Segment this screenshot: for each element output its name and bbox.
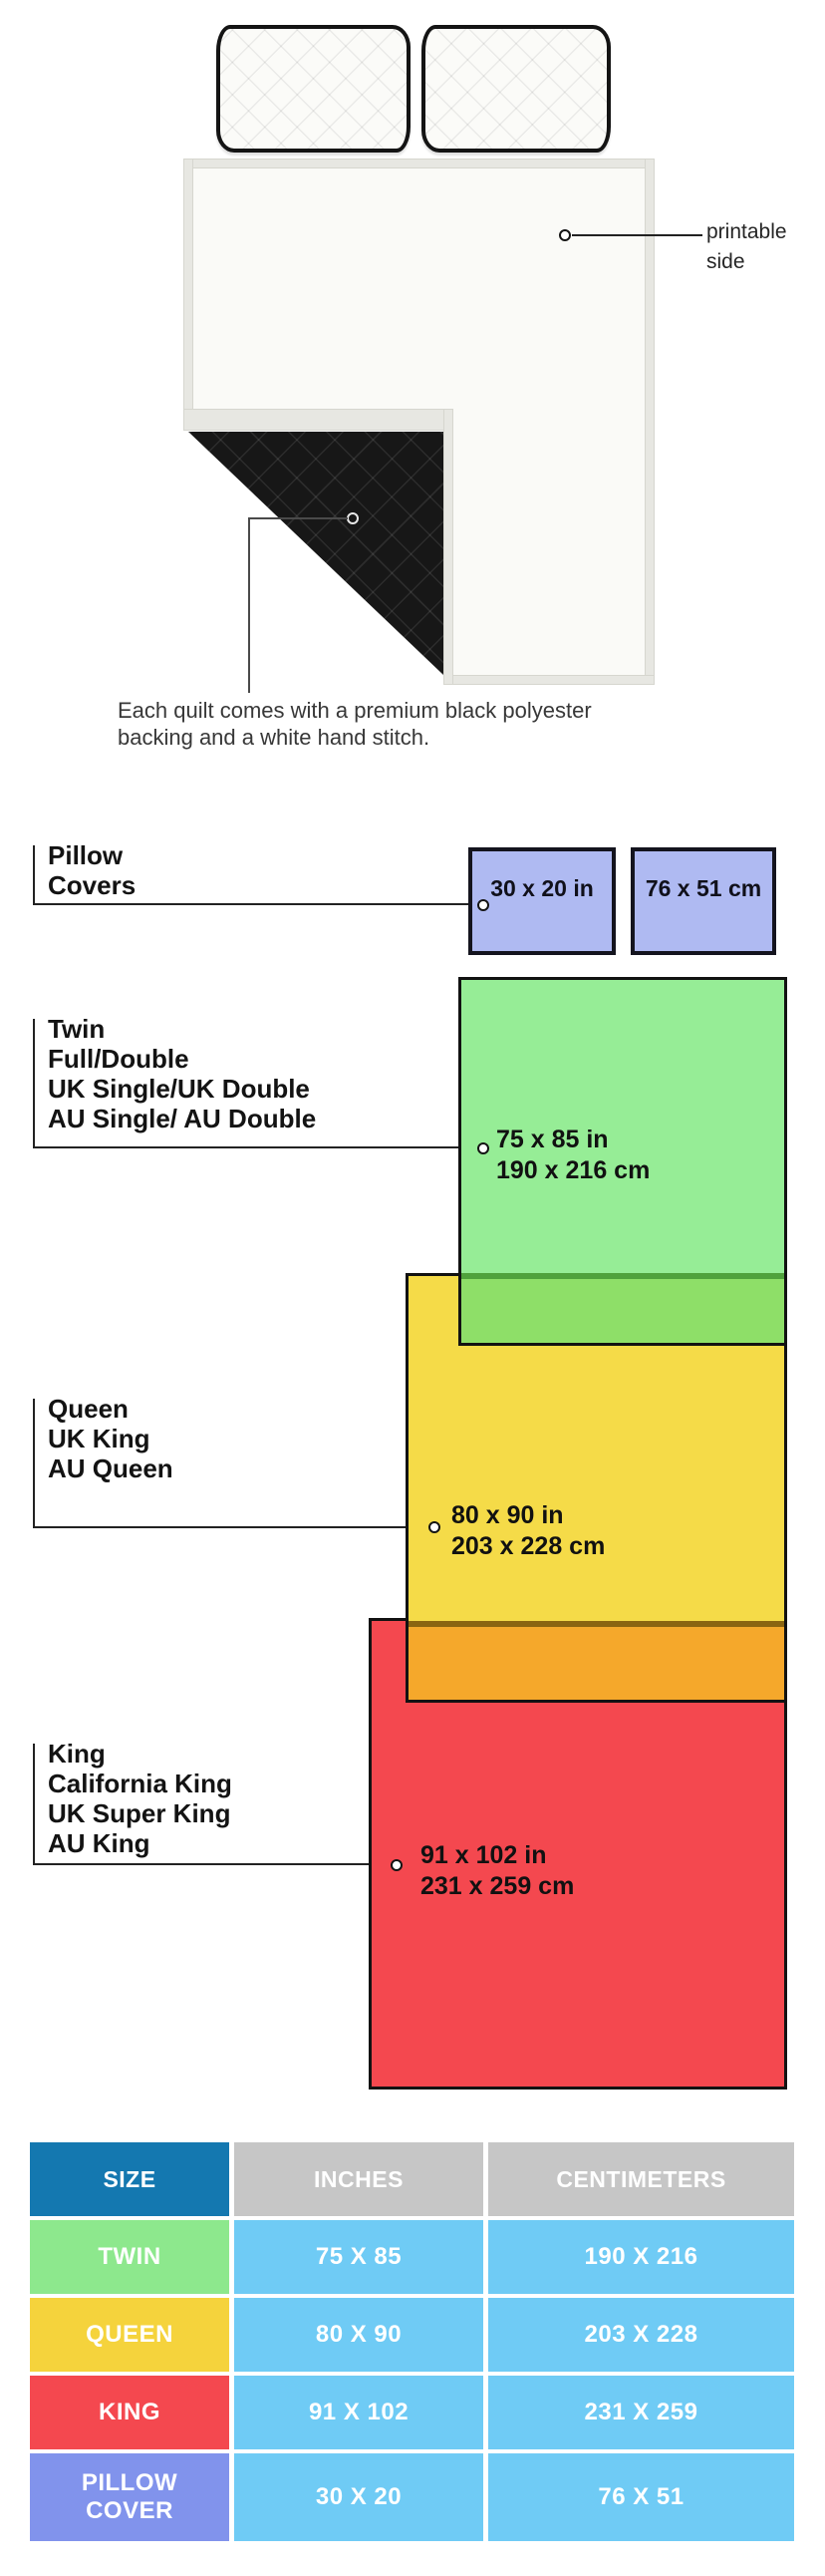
printable-side-label: printable side [706, 220, 787, 273]
label-line: AU King [48, 1828, 150, 1858]
table-cell-pillow-cover-cm: 76 X 51 [488, 2453, 794, 2541]
pillow-illustration-left [216, 25, 411, 153]
king-dim-cm: 231 x 259 cm [420, 1872, 575, 1900]
size-table: SIZE INCHES CENTIMETERS TWIN 75 X 85 190… [30, 2142, 794, 2541]
callout-line-black-backing-v [248, 517, 250, 693]
label-line: UK King [48, 1424, 150, 1453]
table-cell-king-cm: 231 X 259 [488, 2376, 794, 2449]
quilt-binding-top [183, 159, 655, 168]
label-line: Full/Double [48, 1044, 189, 1074]
table-cell-king-inches: 91 X 102 [234, 2376, 483, 2449]
label-line: AU Queen [48, 1453, 173, 1483]
quilt-binding-left [183, 159, 193, 430]
table-row-label-pillow-cover: PILLOW COVER [30, 2453, 229, 2541]
callout-line-printable-side [572, 234, 702, 236]
callout-line-king-h [33, 1863, 391, 1865]
callout-dot-queen [428, 1521, 440, 1533]
pillow-cover-size-cm: 76 x 51 cm [645, 875, 762, 901]
callout-dot-twin [477, 1142, 489, 1154]
label-line: UK Single/UK Double [48, 1074, 310, 1104]
quilt-binding-bottom [443, 675, 655, 685]
queen-dim-cm: 203 x 228 cm [451, 1532, 606, 1560]
label-line: Twin [48, 1014, 106, 1044]
label-line: Pillow [48, 840, 124, 870]
twin-dim-inches: 75 x 85 in [496, 1126, 609, 1153]
twin-size-rect [458, 977, 787, 1346]
table-cell-pillow-cover-inches: 30 X 20 [234, 2453, 483, 2541]
table-header-inches: INCHES [234, 2142, 483, 2216]
table-header-centimeters: CENTIMETERS [488, 2142, 794, 2216]
quilt-fold-edge [443, 409, 453, 685]
king-dim-inches: 91 x 102 in [420, 1841, 547, 1869]
table-header-size: SIZE [30, 2142, 229, 2216]
callout-line-pillow-h [33, 903, 477, 905]
table-row-label-twin: TWIN [30, 2220, 229, 2294]
table-cell-queen-cm: 203 X 228 [488, 2298, 794, 2372]
pillow-cover-rect-cm: 76 x 51 cm [631, 847, 776, 955]
callout-line-queen-v [33, 1399, 35, 1528]
twin-dimensions: 75 x 85 in 190 x 216 cm [496, 1125, 650, 1186]
callout-line-black-backing-h [250, 517, 348, 519]
callout-line-pillow-v [33, 845, 35, 905]
table-cell-twin-cm: 190 X 216 [488, 2220, 794, 2294]
label-line: California King [48, 1769, 232, 1798]
label-line: King [48, 1739, 106, 1769]
size-group-label-queen: Queen UK King AU Queen [48, 1394, 173, 1483]
quilt-black-backing-fold [188, 432, 443, 675]
twin-dim-cm: 190 x 216 cm [496, 1156, 651, 1184]
pillow-cover-size-inches: 30 x 20 in [490, 875, 594, 901]
callout-dot-king [391, 1859, 403, 1871]
pillow-cover-rect-inches: 30 x 20 in [468, 847, 616, 955]
callout-line-king-v [33, 1744, 35, 1865]
size-group-label-pillow-covers: Pillow Covers [48, 840, 136, 900]
king-dimensions: 91 x 102 in 231 x 259 cm [420, 1840, 574, 1902]
size-group-label-king: King California King UK Super King AU Ki… [48, 1739, 232, 1858]
callout-line-queen-h [33, 1526, 428, 1528]
label-line: Covers [48, 870, 137, 900]
quilt-binding-right [645, 159, 655, 685]
label-line: UK Super King [48, 1798, 231, 1828]
label-line: Queen [48, 1394, 129, 1424]
table-cell-queen-inches: 80 X 90 [234, 2298, 483, 2372]
callout-line-twin-v [33, 1019, 35, 1148]
pillow-illustration-right [421, 25, 611, 153]
queen-dimensions: 80 x 90 in 203 x 228 cm [451, 1500, 605, 1562]
quilt-fold-crease [183, 409, 452, 431]
queen-dim-inches: 80 x 90 in [451, 1501, 564, 1529]
callout-line-twin-h [33, 1146, 477, 1148]
callout-dot-pillow [477, 899, 489, 911]
backing-caption: Each quilt comes with a premium black po… [118, 698, 592, 750]
callout-dot-printable-side [559, 229, 571, 241]
table-row-label-king: KING [30, 2376, 229, 2449]
table-row-label-queen: QUEEN [30, 2298, 229, 2372]
size-group-label-twin: Twin Full/Double UK Single/UK Double AU … [48, 1014, 316, 1133]
callout-dot-black-backing [347, 512, 359, 524]
table-cell-twin-inches: 75 X 85 [234, 2220, 483, 2294]
label-line: AU Single/ AU Double [48, 1104, 317, 1133]
